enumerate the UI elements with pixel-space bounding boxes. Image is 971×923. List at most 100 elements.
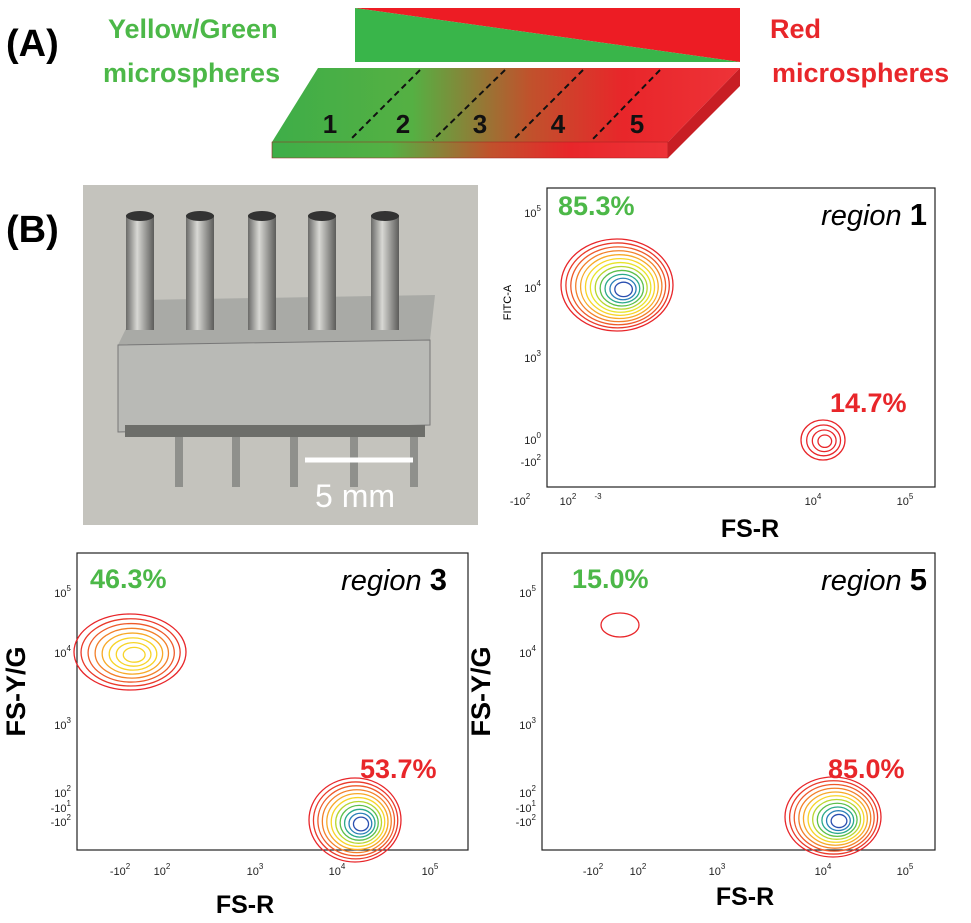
tick-exp: 5 — [909, 862, 914, 871]
tick-label: 105 — [54, 584, 71, 600]
tick-label: 103 — [709, 862, 726, 878]
tick-label: 103 — [247, 862, 264, 878]
tube-opening — [186, 211, 214, 221]
x-axis-label: FS-R — [216, 891, 274, 919]
tick-exp: 4 — [827, 862, 832, 871]
tick-exp: 5 — [67, 584, 72, 593]
tick-label: 102 — [519, 784, 536, 800]
tick-label: -102 — [583, 862, 604, 878]
green-percent: 15.0% — [572, 564, 649, 594]
x-axis-label: FS-R — [721, 515, 779, 543]
tick-label: 104 — [805, 492, 822, 508]
contour — [601, 613, 639, 637]
contour-plot: region 346.3%53.7%105104103102-101-102-1… — [1, 553, 468, 919]
tick-exp: 5 — [434, 862, 439, 871]
tick-base: 10 — [329, 866, 341, 878]
slab-front — [272, 142, 668, 158]
region-number: 2 — [396, 109, 410, 139]
contour — [831, 814, 847, 827]
contour — [353, 817, 368, 831]
tick-base: 10 — [54, 588, 66, 600]
contour — [88, 624, 174, 683]
tick-base: 10 — [247, 866, 259, 878]
tick-base: 10 — [519, 788, 531, 800]
tube — [248, 215, 276, 330]
tick-base: 10 — [54, 648, 66, 660]
panel-label: (B) — [6, 209, 59, 251]
tick-base: -10 — [516, 803, 532, 815]
y-axis-label: FS-Y/G — [1, 646, 31, 736]
tick-exp: 3 — [259, 862, 264, 871]
region-word: region — [821, 200, 902, 232]
contour — [318, 786, 395, 856]
region-number: 1 — [323, 109, 337, 139]
contour — [794, 784, 874, 851]
region-title: region 5 — [821, 562, 927, 597]
tick-label: 102 — [154, 862, 171, 878]
tick-label: 103 — [54, 716, 71, 732]
tick-label: 105 — [422, 862, 439, 878]
tick-exp: 4 — [817, 492, 822, 501]
tick-exp: 2 — [537, 453, 542, 462]
contour — [102, 633, 162, 674]
left-label: microspheres — [103, 58, 280, 88]
tick-label: 102 — [630, 862, 647, 878]
tick-exp: 5 — [532, 584, 537, 593]
tick-base: 10 — [422, 866, 434, 878]
plot-frame — [547, 188, 935, 487]
tick-base: 10 — [524, 353, 536, 365]
tick-label: -3 — [594, 492, 602, 501]
tick-label: 104 — [519, 644, 536, 660]
right-label: microspheres — [772, 58, 949, 88]
region-number: 5 — [910, 562, 927, 597]
tick-base: 10 — [897, 866, 909, 878]
green-percent: 46.3% — [90, 564, 167, 594]
slab-top — [272, 68, 740, 142]
tick-exp: 4 — [67, 644, 72, 653]
scale-label: 5 mm — [315, 478, 395, 514]
tick-label: 103 — [524, 349, 541, 365]
tick-exp: 4 — [341, 862, 346, 871]
tick-base: 10 — [519, 720, 531, 732]
tick-base: 10 — [815, 866, 827, 878]
tick-base: 10 — [560, 496, 572, 508]
tick-base: 10 — [54, 788, 66, 800]
tick-exp: 3 — [532, 716, 537, 725]
tick-label: 105 — [897, 492, 914, 508]
tube — [186, 215, 214, 330]
tick-exp: 2 — [166, 862, 171, 871]
tick-label: 104 — [329, 862, 346, 878]
tick-exp: 3 — [67, 716, 72, 725]
tick-base: -10 — [583, 866, 599, 878]
tick-base: -10 — [110, 866, 126, 878]
contour — [818, 435, 832, 447]
tick-label: 102 — [54, 784, 71, 800]
tick-label: -102 — [521, 453, 542, 469]
region-number: 3 — [430, 562, 447, 597]
plot-frame — [542, 553, 935, 850]
region-word: region — [821, 565, 902, 597]
fin — [125, 425, 425, 437]
tick-exp: 2 — [526, 492, 531, 501]
tick-label: -102 — [516, 813, 537, 829]
region-word: region — [341, 565, 422, 597]
tick-exp: 5 — [537, 204, 542, 213]
tick-label: -102 — [510, 492, 531, 508]
tick-exp: 2 — [642, 862, 647, 871]
tick-base: -10 — [516, 817, 532, 829]
tick-exp: 4 — [537, 279, 542, 288]
tick-label: 100 — [524, 431, 541, 447]
tick-exp: 2 — [532, 813, 537, 822]
tick-exp: 5 — [909, 492, 914, 501]
tick-exp: 1 — [532, 799, 537, 808]
contour — [615, 282, 633, 296]
tick-exp: 4 — [532, 644, 537, 653]
tube-opening — [248, 211, 276, 221]
tick-exp: 2 — [599, 862, 604, 871]
tick-label: 103 — [519, 716, 536, 732]
region-number: 3 — [473, 109, 487, 139]
tick-base: -10 — [51, 817, 67, 829]
tube-opening — [371, 211, 399, 221]
tick-exp: 2 — [67, 784, 72, 793]
tick-exp: 3 — [537, 349, 542, 358]
